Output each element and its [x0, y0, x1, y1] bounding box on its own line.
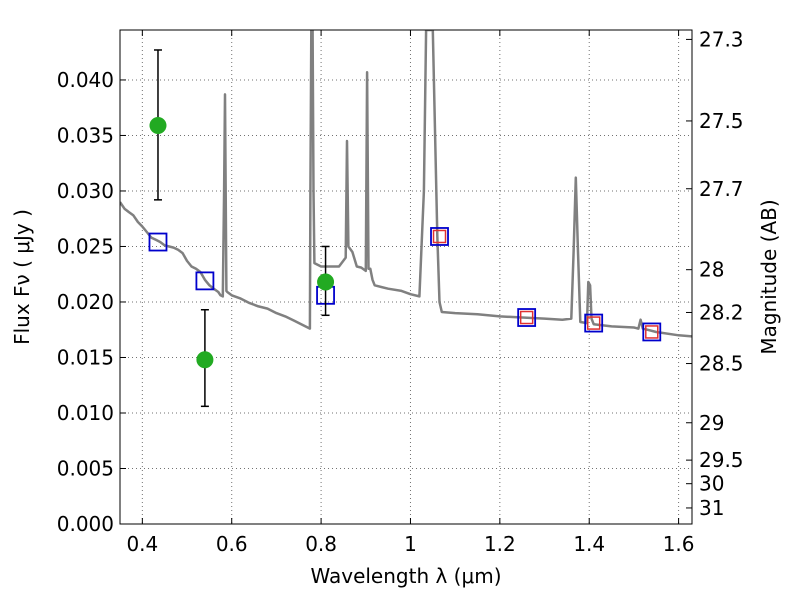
- ticks: [120, 30, 692, 525]
- right-tick-label: 28: [699, 258, 724, 282]
- y-tick-label: 0.015: [57, 345, 114, 369]
- y-tick-label: 0.010: [57, 401, 114, 425]
- x-tick-label: 0.4: [126, 532, 158, 556]
- x-tick-label: 1.2: [484, 532, 516, 556]
- observed-point: [196, 351, 214, 369]
- observed-point: [149, 116, 167, 134]
- right-tick-label: 27.7: [699, 177, 744, 201]
- plot-frame: [119, 29, 693, 525]
- right-tick-label: 28.5: [699, 352, 744, 376]
- x-tick-label: 0.8: [305, 532, 337, 556]
- tick-labels: 0.4 0.6 0.8 1 1.2 1.4 1.6 0.000 0.005 0.010 0.015 0…: [57, 27, 744, 556]
- model-spectrum-line: [120, 30, 692, 338]
- x-tick-label: 1.4: [573, 532, 605, 556]
- y-tick-label: 0.035: [57, 123, 114, 147]
- grid: [120, 30, 692, 525]
- filter-square-red: [645, 325, 659, 339]
- right-tick-label: 27.3: [699, 27, 744, 51]
- y-tick-label: 0.020: [57, 290, 114, 314]
- x-tick-label: 1: [404, 532, 417, 556]
- filter-square-red: [586, 316, 601, 330]
- y-axis-label: Flux Fν ( μJy ): [10, 209, 34, 345]
- right-axis-label: Magnitude (AB): [757, 199, 781, 354]
- y-tick-label: 0.005: [57, 456, 114, 480]
- y-tick-label: 0.030: [57, 179, 114, 203]
- x-tick-label: 0.6: [216, 532, 248, 556]
- model-square-blue: [517, 308, 537, 327]
- y-tick-label: 0.025: [57, 234, 114, 258]
- x-tick-label: 1.6: [663, 532, 695, 556]
- right-tick-label: 31: [699, 496, 724, 520]
- model-square-blue: [584, 313, 604, 333]
- plot-area: [120, 30, 692, 338]
- model-square-blue: [148, 232, 168, 252]
- filter-square-red: [432, 229, 447, 244]
- right-tick-label: 29: [699, 411, 724, 435]
- model-square-blue: [642, 322, 662, 342]
- right-tick-label: 27.5: [699, 109, 744, 133]
- right-tick-label: 30: [699, 472, 724, 496]
- markers: [148, 49, 662, 408]
- right-tick-label: 29.5: [699, 448, 744, 472]
- x-axis-label: Wavelength λ (μm): [310, 564, 501, 588]
- y-tick-label: 0.000: [57, 512, 114, 536]
- model-square-blue: [195, 271, 215, 291]
- observed-point: [317, 273, 335, 291]
- filter-square-red: [519, 310, 534, 325]
- model-square-blue: [430, 227, 449, 246]
- y-tick-label: 0.040: [57, 68, 114, 92]
- right-tick-label: 28.2: [699, 300, 744, 324]
